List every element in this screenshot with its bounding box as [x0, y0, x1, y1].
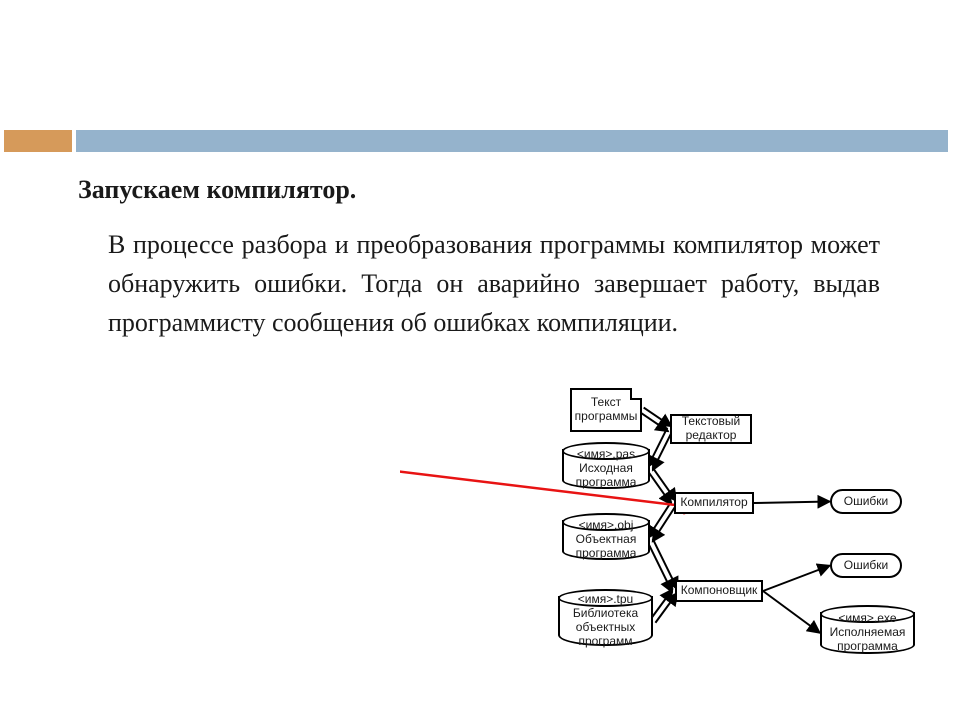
- node-errors2: Ошибки: [830, 553, 902, 578]
- header-rule: [76, 130, 948, 152]
- compiler-diagram: Текстпрограммы Текстовыйредактор <имя>.pas…: [400, 388, 940, 708]
- node-exe_cyl: <имя>.exeИсполняемаяпрограмма: [820, 612, 915, 654]
- node-errors1: Ошибки: [830, 489, 902, 514]
- node-linker: Компоновщик: [675, 580, 763, 602]
- heading: Запускаем компилятор.: [78, 175, 880, 205]
- node-obj_cyl: <имя>.objОбъектнаяпрограмма: [562, 520, 650, 560]
- header-bar: [0, 130, 960, 154]
- node-src_cyl: <имя>.pasИсходнаяпрограмма: [562, 449, 650, 489]
- node-tpu_cyl: <имя>.tpuБиблиотекаобъектныхпрограмм: [558, 596, 653, 646]
- node-text_prog: Текстпрограммы: [570, 388, 642, 432]
- node-editor: Текстовыйредактор: [670, 414, 752, 444]
- content: Запускаем компилятор. В процессе разбора…: [78, 175, 880, 342]
- slide: Запускаем компилятор. В процессе разбора…: [0, 0, 960, 720]
- node-compiler: Компилятор: [674, 492, 754, 514]
- body-text: В процессе разбора и преобразования прог…: [108, 225, 880, 342]
- header-accent: [4, 130, 72, 152]
